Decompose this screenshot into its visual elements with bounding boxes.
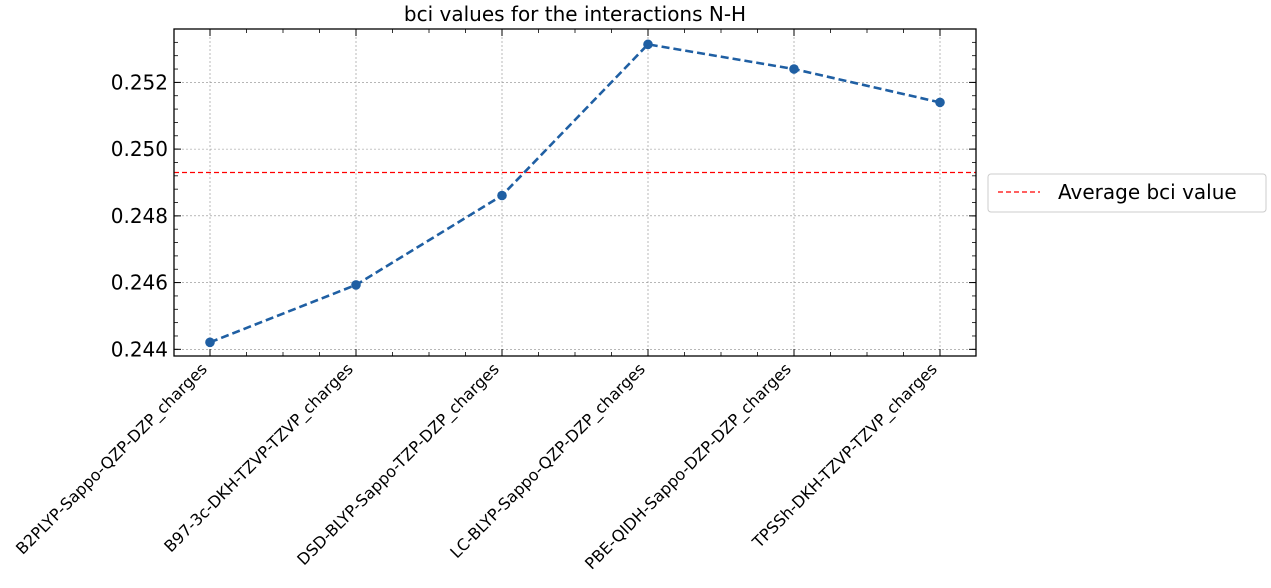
legend-box <box>987 173 1267 213</box>
data-point <box>497 190 507 201</box>
data-point <box>205 337 215 348</box>
plot-frame <box>173 28 977 357</box>
data-point <box>935 97 945 108</box>
y-tick-label: 0.246 <box>111 271 168 295</box>
y-tick-label: 0.250 <box>111 137 168 161</box>
y-tick-labels: 0.244 0.246 0.248 0.250 0.252 <box>111 70 168 361</box>
series-line <box>209 42 941 344</box>
ticks <box>174 29 976 356</box>
grid <box>174 29 976 356</box>
legend: Average bci value <box>987 173 1267 213</box>
data-point <box>351 280 361 290</box>
x-tick-labels: B2PLYP-Sappo-QZP-DZP_chargesB97-3c-DKH-T… <box>12 359 941 573</box>
y-tick-label: 0.244 <box>111 337 168 361</box>
data-point <box>643 39 653 50</box>
chart-title: bci values for the interactions N-H <box>404 2 746 26</box>
y-tick-label: 0.252 <box>111 70 168 94</box>
y-tick-label: 0.248 <box>111 204 168 228</box>
series-group <box>205 39 945 348</box>
legend-average-label: Average bci value <box>1058 180 1237 204</box>
data-point <box>789 64 799 74</box>
